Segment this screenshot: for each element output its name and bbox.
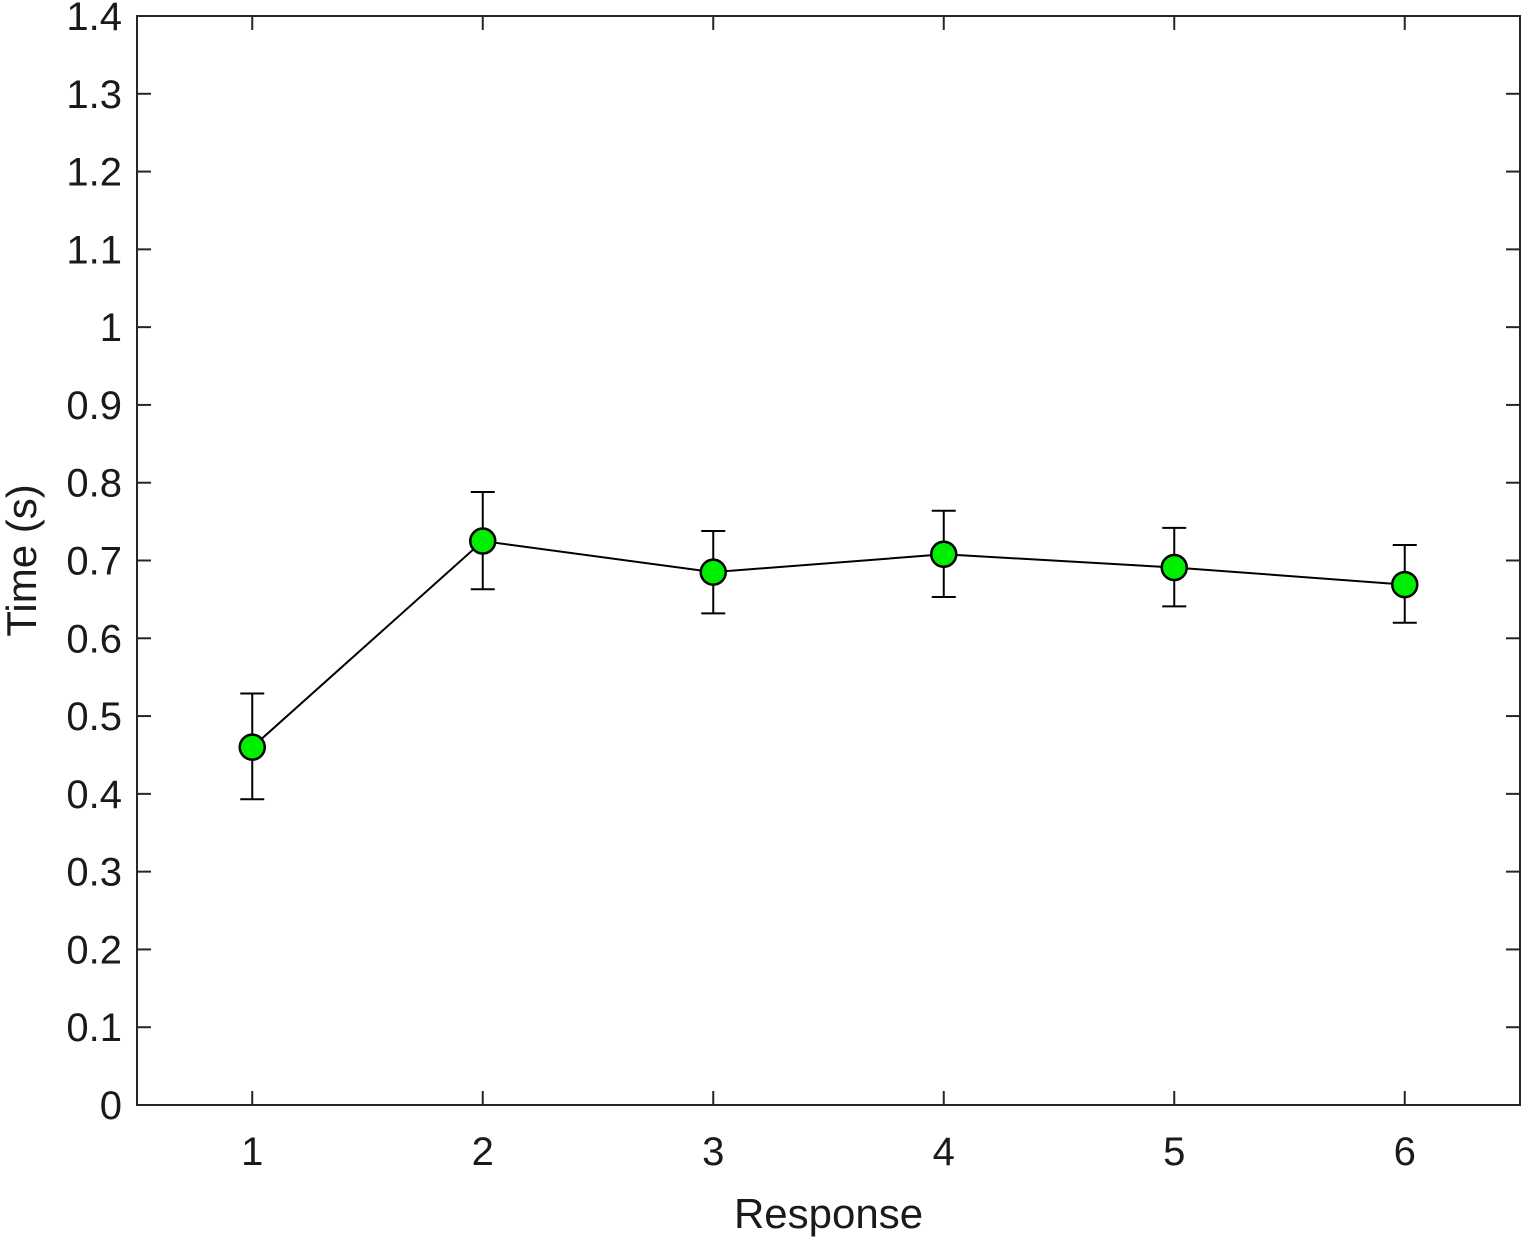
x-tick-label: 6 [1394,1130,1416,1174]
data-point [469,527,497,555]
data-point [699,558,727,586]
plot-area-frame [136,15,1521,1106]
data-point [1391,570,1419,599]
x-tick-label: 1 [241,1130,263,1174]
y-axis-title: Time (s) [0,484,45,636]
x-axis-title: Response [734,1190,923,1237]
y-tick-label: 0.5 [66,695,122,739]
x-tick-label: 4 [933,1130,955,1174]
x-tick-label: 3 [702,1130,724,1174]
data-point [238,733,266,761]
y-tick-label: 0.4 [66,773,122,817]
y-tick-label: 1.1 [66,228,122,272]
y-tick-label: 1.4 [66,0,122,39]
y-tick-label: 0 [100,1084,122,1128]
y-tick-label: 0.8 [66,462,122,506]
y-axis-ticks: 0 0.1 0.2 0.3 0.4 0.5 0.6 0.7 0.8 0.9 1 1.1 1.2 1.3 1.… [66,0,1520,1128]
x-axis-ticks: 1 2 3 4 5 6 [241,16,1416,1174]
y-tick-label: 1 [100,306,122,350]
y-tick-label: 0.9 [66,384,122,428]
y-tick-label: 0.1 [66,1006,122,1050]
data-markers [238,527,1419,761]
y-tick-label: 0.7 [66,540,122,584]
data-point [930,540,958,569]
x-tick-label: 5 [1163,1130,1185,1174]
data-point [1160,553,1188,582]
y-tick-label: 0.6 [66,617,122,661]
x-tick-label: 2 [472,1130,494,1174]
y-tick-label: 0.3 [66,851,122,895]
y-tick-label: 1.2 [66,151,122,195]
y-tick-label: 1.3 [66,73,122,117]
series-line [251,540,1405,748]
y-tick-label: 0.2 [66,928,122,972]
